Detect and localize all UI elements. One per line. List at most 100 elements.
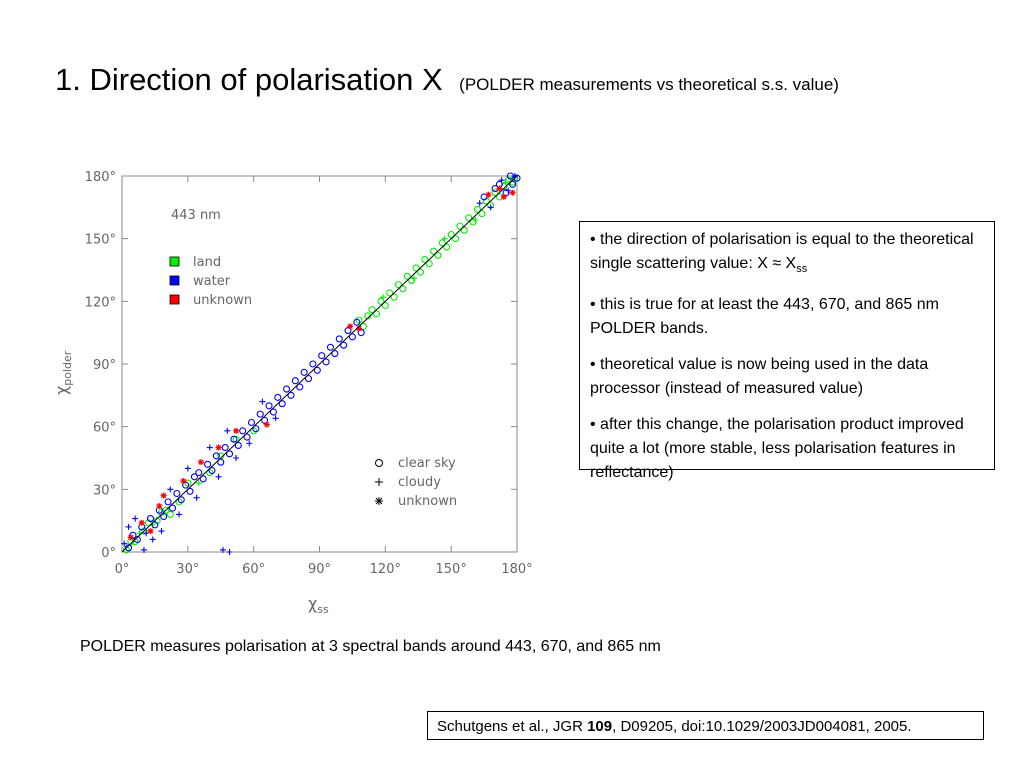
point-land <box>478 210 486 218</box>
x-tick-label: 180° <box>501 562 532 577</box>
point-water <box>143 530 150 537</box>
point-water <box>287 391 295 399</box>
point-water <box>151 521 159 529</box>
point-water <box>219 546 226 553</box>
legend-water-swatch <box>169 275 180 286</box>
point-water <box>212 452 220 460</box>
point-land <box>412 264 420 272</box>
chart-annotation: 443 nm <box>171 208 221 223</box>
point-land <box>162 506 170 514</box>
point-water <box>146 515 155 523</box>
point-unknown <box>156 503 163 510</box>
point-water <box>133 535 141 544</box>
point-land <box>443 243 451 251</box>
point-land <box>381 301 389 310</box>
citation-box: Schutgens et al., JGR 109, D09205, doi:1… <box>427 711 984 740</box>
point-water <box>353 318 361 326</box>
point-water <box>184 465 191 472</box>
point-water <box>177 496 185 504</box>
info-box: • the direction of polarisation is equal… <box>579 221 995 481</box>
point-land <box>157 508 166 516</box>
point-water <box>168 504 177 512</box>
point-land <box>373 310 381 318</box>
point-water <box>158 528 165 535</box>
point-water <box>274 393 282 401</box>
point-water <box>140 546 147 553</box>
sky-legend: clear sky cloudy unknown <box>375 456 457 509</box>
point-land <box>491 189 499 197</box>
x-tick-label: 60° <box>242 562 265 577</box>
point-water <box>234 441 242 450</box>
point-water <box>164 498 172 506</box>
slide-title-row: 1. Direction of polarisation X (POLDER m… <box>55 62 839 98</box>
point-water <box>233 455 240 461</box>
slide-title: 1. Direction of polarisation X <box>55 62 443 97</box>
point-water <box>322 358 330 366</box>
point-water <box>296 383 304 391</box>
legend-clear-sky-label: clear sky <box>398 456 456 471</box>
point-land <box>460 226 468 234</box>
point-land <box>469 218 477 226</box>
point-land <box>438 239 446 247</box>
point-water <box>215 473 222 480</box>
point-water <box>357 329 365 337</box>
point-water <box>125 523 132 530</box>
x-tick-label: 120° <box>370 562 401 577</box>
slide-subtitle: (POLDER measurements vs theoretical s.s.… <box>459 75 839 94</box>
point-water <box>243 433 251 441</box>
point-land <box>394 281 403 289</box>
point-water <box>300 368 308 376</box>
point-water <box>195 469 203 477</box>
point-water <box>309 360 317 368</box>
reference-line-layer <box>121 175 518 553</box>
point-land <box>421 256 429 264</box>
point-land <box>144 519 152 527</box>
data-points <box>121 172 521 555</box>
point-unknown <box>509 189 516 196</box>
point-water <box>487 204 494 211</box>
point-water <box>261 416 269 424</box>
point-water <box>173 489 181 498</box>
point-land <box>386 289 394 297</box>
point-unknown <box>356 325 362 332</box>
point-water <box>331 350 339 358</box>
legend-cloudy-label: cloudy <box>398 475 441 490</box>
bullet-equal-direction: • the direction of polarisation is equal… <box>590 231 974 276</box>
point-land <box>441 235 448 242</box>
point-unknown <box>147 528 154 535</box>
point-land <box>456 222 464 230</box>
point-land <box>408 276 416 284</box>
point-water <box>199 475 207 483</box>
point-water <box>348 333 356 341</box>
caption: POLDER measures polarisation at 3 spectr… <box>80 638 661 655</box>
point-water <box>176 511 183 518</box>
point-unknown <box>138 519 145 526</box>
point-unknown <box>500 193 507 200</box>
legend-cloudy-marker <box>375 478 383 486</box>
legend-land-label: land <box>193 255 221 270</box>
point-land <box>380 294 387 301</box>
point-land <box>153 517 161 525</box>
point-land <box>131 538 139 546</box>
point-water <box>246 440 253 447</box>
point-water <box>193 494 200 501</box>
x-axis-label: χss <box>308 594 329 616</box>
point-water <box>160 512 168 521</box>
bullet-theoretical-value: • theoretical value is now being used in… <box>590 356 929 398</box>
point-land <box>434 251 442 259</box>
point-water <box>269 408 277 416</box>
point-water <box>272 415 279 422</box>
point-land <box>368 306 376 314</box>
point-land <box>482 197 490 205</box>
point-water <box>335 335 343 343</box>
point-water <box>513 174 521 182</box>
point-unknown <box>180 477 187 484</box>
point-water <box>221 444 229 452</box>
bullet-improvement: • after this change, the polarisation pr… <box>590 416 964 482</box>
y-tick-label: 150° <box>85 233 116 248</box>
point-water <box>247 418 256 427</box>
point-water <box>224 427 231 434</box>
point-land <box>250 427 258 435</box>
x-tick-label: 150° <box>436 562 467 577</box>
tick-marks <box>121 175 518 553</box>
